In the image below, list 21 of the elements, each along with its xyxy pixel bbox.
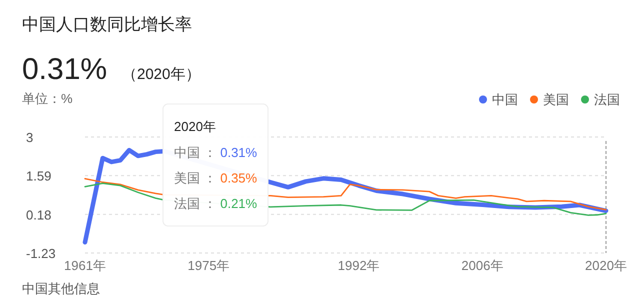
annotation: 法国 ：0.21% — [174, 196, 258, 211]
annotation: 中国 ：0.31% — [174, 145, 258, 160]
x-tick-label: 2006年 — [461, 258, 504, 273]
annotation: 美国 ：0.35% — [174, 170, 258, 186]
text: 中国其他信息 — [22, 281, 100, 295]
x-tick-label: 1992年 — [338, 258, 380, 273]
chart-title: 中国人口数同比增长率 — [22, 15, 192, 34]
chart-subtitle: 0.31% — [22, 53, 108, 86]
y-tick-label: 1.59 — [26, 168, 52, 184]
text: （2020年） — [122, 66, 200, 83]
y-tick-label: 3 — [26, 130, 34, 145]
x-tick-label: 1975年 — [188, 258, 230, 273]
legend-label: 美国 — [543, 92, 569, 107]
y-tick-label: -1.23 — [26, 246, 56, 261]
text: 单位：% — [22, 91, 73, 106]
legend-label: 中国 — [492, 92, 518, 107]
y-tick-label: 0.18 — [26, 207, 52, 222]
tooltip: 2020年 中国 ：0.31% 美国 ：0.35% 法国 ：0.21% — [162, 104, 268, 226]
legend-label: 法国 — [594, 92, 620, 107]
x-tick-label: 1961年 — [64, 258, 106, 273]
x-tick-label: 2020年 — [585, 258, 627, 273]
